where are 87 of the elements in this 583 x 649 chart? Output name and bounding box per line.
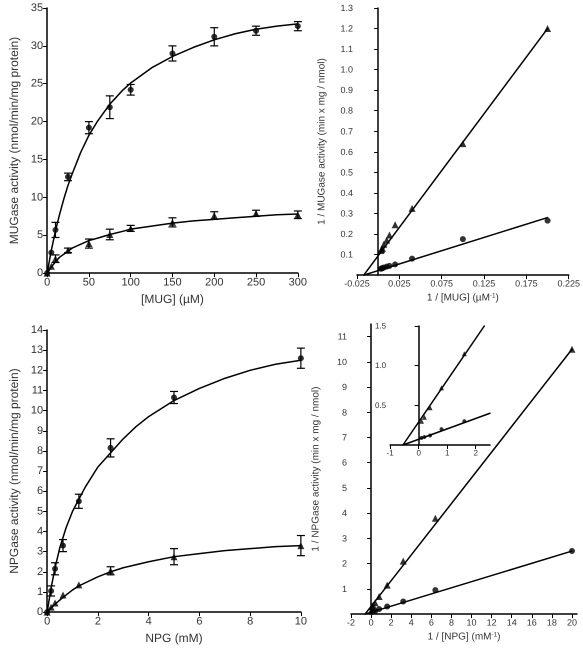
y-tick-label: 8 bbox=[342, 407, 347, 418]
x-tick-label: 2 bbox=[94, 616, 101, 628]
x-tick-label: 200 bbox=[205, 276, 224, 289]
y-tick-label: 1 bbox=[37, 586, 44, 598]
y-tick-label: 0.5 bbox=[374, 400, 387, 410]
x-tick-label: 2 bbox=[474, 448, 479, 458]
y-tick-label: 0.4 bbox=[340, 188, 353, 198]
y-tick-label: 5 bbox=[37, 505, 44, 518]
y-axis-title: 1 / NPGase activity (min x mg / nmol) bbox=[310, 386, 322, 552]
y-tick-label: 11 bbox=[32, 384, 44, 396]
x-tick-label: 0 bbox=[416, 448, 422, 458]
y-tick-label: 7 bbox=[37, 465, 44, 478]
x-tick-label: -2 bbox=[346, 618, 356, 628]
y-tick-label: 0.2 bbox=[340, 229, 353, 240]
y-tick-label: 0.5 bbox=[340, 167, 353, 178]
y-tick-label: 1.0 bbox=[340, 64, 353, 75]
y-tick-label: 6 bbox=[37, 485, 44, 498]
y-tick-label: 1.3 bbox=[340, 3, 353, 13]
y-tick-label: 9 bbox=[342, 382, 347, 392]
y-tick-label: 14 bbox=[30, 324, 44, 336]
y-tick-label: 10 bbox=[30, 191, 44, 204]
y-tick-label: 0.9 bbox=[340, 85, 353, 96]
x-tick-label: 4 bbox=[146, 616, 152, 628]
x-tick-label: 6 bbox=[428, 618, 434, 628]
y-tick-label: 1.1 bbox=[340, 44, 353, 54]
x-tick-label: 18 bbox=[546, 618, 557, 628]
y-axis-title: MUGase activity (nmol/min/mg protein) bbox=[7, 36, 21, 244]
y-tick-label: 1.2 bbox=[340, 24, 353, 34]
x-tick-label: 0.125 bbox=[472, 278, 496, 289]
x-tick-label: 16 bbox=[526, 618, 537, 628]
x-tick-label: 8 bbox=[247, 616, 254, 628]
x-tick-label: -1 bbox=[386, 448, 394, 458]
y-tick-label: 35 bbox=[30, 2, 44, 14]
y-tick-label: 1.0 bbox=[374, 361, 387, 370]
x-tick-label: 2 bbox=[388, 618, 394, 628]
x-tick-label: 0.075 bbox=[430, 278, 453, 289]
y-tick-label: 20 bbox=[30, 116, 44, 128]
y-tick-label: 10 bbox=[30, 404, 44, 417]
y-tick-label: 3 bbox=[342, 533, 347, 544]
x-tick-label: 10 bbox=[466, 618, 477, 628]
x-tick-label: 100 bbox=[122, 276, 140, 289]
x-tick-label: 14 bbox=[506, 618, 517, 628]
y-tick-label: 30 bbox=[30, 40, 44, 52]
y-tick-label: 0.6 bbox=[340, 146, 353, 157]
y-tick-label: 3 bbox=[37, 546, 44, 558]
x-axis-title: [MUG] (µM) bbox=[141, 292, 204, 306]
y-tick-label: 0.1 bbox=[340, 250, 353, 260]
y-tick-label: 2 bbox=[342, 558, 347, 569]
y-tick-label: 0.3 bbox=[340, 208, 353, 218]
y-tick-label: 2 bbox=[37, 566, 44, 578]
y-axis-title: 1 / MUGase activity (min x mg / nmol) bbox=[316, 58, 328, 225]
x-tick-label: 0.225 bbox=[557, 278, 580, 289]
x-tick-label: -0.025 bbox=[344, 278, 370, 289]
y-tick-label: 11 bbox=[338, 332, 347, 342]
x-tick-label: 1 bbox=[444, 448, 450, 458]
y-tick-label: 12 bbox=[30, 364, 44, 376]
x-tick-label: 4 bbox=[408, 618, 414, 628]
y-tick-label: 5 bbox=[37, 229, 44, 242]
x-tick-label: 300 bbox=[288, 276, 308, 289]
x-tick-label: 0.175 bbox=[515, 278, 538, 289]
y-tick-label: 7 bbox=[342, 432, 347, 443]
x-tick-label: 20 bbox=[566, 618, 577, 628]
y-tick-label: 15 bbox=[30, 153, 44, 166]
y-tick-label: 0 bbox=[37, 267, 44, 280]
y-tick-label: 5 bbox=[342, 482, 347, 493]
x-tick-label: 8 bbox=[448, 618, 454, 628]
x-tick-label: 150 bbox=[163, 276, 182, 289]
y-tick-label: 4 bbox=[37, 526, 44, 538]
y-tick-label: 6 bbox=[342, 458, 347, 468]
x-tick-label: 6 bbox=[196, 616, 202, 628]
x-tick-label: 250 bbox=[246, 276, 266, 289]
y-tick-label: 1 bbox=[342, 584, 347, 594]
x-tick-label: 12 bbox=[486, 618, 497, 628]
y-tick-label: 13 bbox=[30, 344, 44, 356]
x-tick-label: 0.025 bbox=[388, 278, 411, 289]
x-tick-label: 50 bbox=[82, 276, 96, 289]
x-tick-label: 10 bbox=[294, 616, 308, 628]
x-axis-title: NPG (mM) bbox=[145, 631, 203, 645]
y-tick-label: 0 bbox=[37, 606, 44, 618]
y-tick-label: 0.7 bbox=[340, 126, 353, 136]
y-tick-label: 10 bbox=[336, 356, 347, 367]
y-tick-label: 4 bbox=[342, 508, 347, 518]
y-axis-title: NPGase activity (nmol/min/mg protein) bbox=[7, 368, 21, 574]
y-tick-label: 25 bbox=[30, 78, 44, 90]
y-tick-label: 9 bbox=[37, 424, 44, 437]
y-tick-label: 1.5 bbox=[374, 322, 387, 330]
y-tick-label: 0.8 bbox=[340, 106, 353, 116]
